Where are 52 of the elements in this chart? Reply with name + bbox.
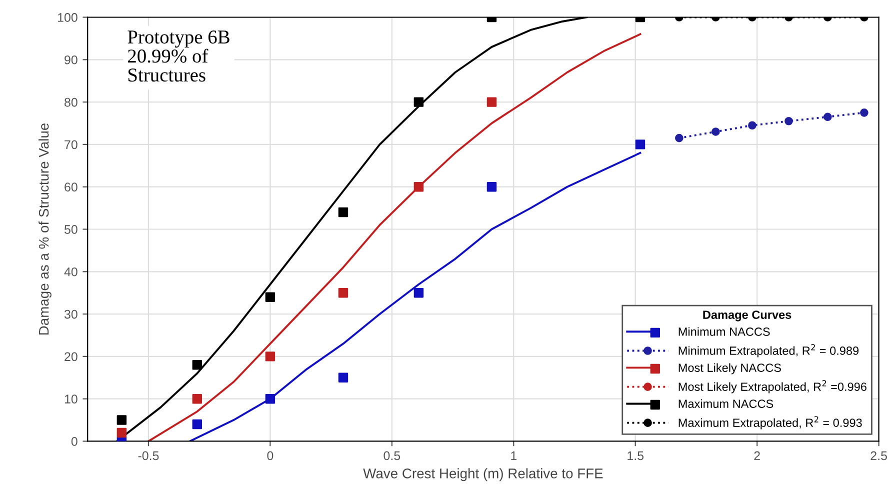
x-tick-label: 0.5 xyxy=(384,451,400,460)
point xyxy=(675,134,684,142)
x-tick-label: 1.5 xyxy=(628,451,644,460)
y-tick-label: 60 xyxy=(64,182,78,192)
y-tick-label: 90 xyxy=(64,55,78,64)
x-tick-label: 0 xyxy=(267,451,274,460)
point xyxy=(116,428,127,438)
y-tick-label: 50 xyxy=(64,225,78,234)
y-tick-label: 40 xyxy=(64,267,78,276)
legend-label: Most Likely Extrapolated, R$^{2}$ =0.996 xyxy=(678,380,866,394)
point xyxy=(784,116,793,126)
legend-label: Maximum NACCS xyxy=(678,399,774,408)
x-axis-title: Wave Crest Height (m) Relative to FFE xyxy=(363,468,603,482)
y-tick-label: 10 xyxy=(64,394,78,404)
point xyxy=(486,182,497,192)
point xyxy=(192,360,202,370)
y-tick-label: 20 xyxy=(64,352,78,362)
point xyxy=(414,182,424,192)
point xyxy=(265,292,276,302)
x-tick-label: 2 xyxy=(754,451,760,460)
point xyxy=(338,372,348,382)
point xyxy=(824,112,832,122)
y-tick-label: 80 xyxy=(64,98,78,107)
y-tick-label: 70 xyxy=(64,140,78,150)
legend-title: Damage Curves xyxy=(703,310,792,322)
point xyxy=(414,97,424,107)
point xyxy=(635,140,646,150)
point xyxy=(192,419,202,430)
legend-label: Minimum Extrapolated, R$^{2}$ = 0.989 xyxy=(678,344,859,358)
point xyxy=(338,207,348,218)
x-tick-label: 2.5 xyxy=(870,451,887,460)
legend-label: Maximum Extrapolated, R$^{2}$ = 0.993 xyxy=(678,416,862,430)
point xyxy=(192,394,202,404)
point xyxy=(860,108,868,117)
x-tick-label: 1 xyxy=(511,451,517,460)
y-tick-label: 100 xyxy=(58,13,78,22)
point xyxy=(265,394,276,404)
point xyxy=(486,97,497,107)
y-tick-label: 0 xyxy=(71,437,78,446)
x-tick-label: -0.5 xyxy=(138,451,159,460)
point xyxy=(265,352,276,362)
legend-label: Minimum NACCS xyxy=(678,327,770,336)
point xyxy=(748,121,756,130)
point xyxy=(712,128,720,136)
point xyxy=(116,415,127,425)
point xyxy=(414,288,424,298)
y-axis-title: Damage as a % of Structure Value xyxy=(38,123,52,335)
annotation: Prototype 6B 20.99% of Structures xyxy=(128,30,230,82)
line-series xyxy=(188,152,642,442)
y-tick-label: 30 xyxy=(64,310,78,319)
legend-label: Most Likely NACCS xyxy=(678,363,781,374)
point xyxy=(338,288,348,298)
